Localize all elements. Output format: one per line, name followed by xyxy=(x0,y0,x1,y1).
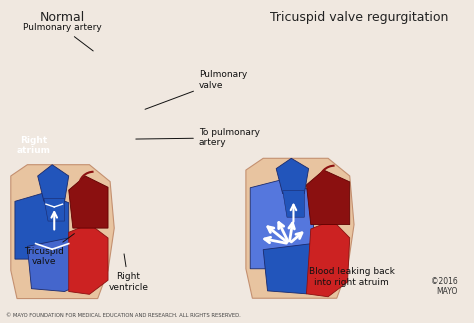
Polygon shape xyxy=(69,176,108,228)
Polygon shape xyxy=(250,179,315,269)
Polygon shape xyxy=(307,220,350,297)
Text: Right
atrium: Right atrium xyxy=(17,136,50,155)
Text: To pulmonary
artery: To pulmonary artery xyxy=(136,128,260,148)
Text: Normal: Normal xyxy=(40,11,85,24)
Polygon shape xyxy=(276,158,309,194)
Polygon shape xyxy=(283,191,304,217)
Text: Tricuspid valve regurgitation: Tricuspid valve regurgitation xyxy=(270,11,448,24)
Polygon shape xyxy=(246,158,354,298)
Polygon shape xyxy=(15,193,69,259)
Polygon shape xyxy=(263,244,332,294)
Text: Pulmonary artery: Pulmonary artery xyxy=(23,23,102,51)
Text: Blood leaking back
into right atruim: Blood leaking back into right atruim xyxy=(309,267,395,287)
Polygon shape xyxy=(11,165,114,298)
Polygon shape xyxy=(69,224,108,294)
Polygon shape xyxy=(44,199,64,221)
Text: Right
ventricle: Right ventricle xyxy=(109,254,148,292)
Polygon shape xyxy=(38,165,69,201)
Text: ©2016
MAYO: ©2016 MAYO xyxy=(431,276,457,296)
Polygon shape xyxy=(27,238,90,292)
Text: © MAYO FOUNDATION FOR MEDICAL EDUCATION AND RESEARCH. ALL RIGHTS RESERVED.: © MAYO FOUNDATION FOR MEDICAL EDUCATION … xyxy=(6,313,241,318)
Polygon shape xyxy=(307,170,350,224)
Text: Pulmonary
valve: Pulmonary valve xyxy=(145,70,247,109)
Text: Tricuspid
valve: Tricuspid valve xyxy=(24,234,74,266)
